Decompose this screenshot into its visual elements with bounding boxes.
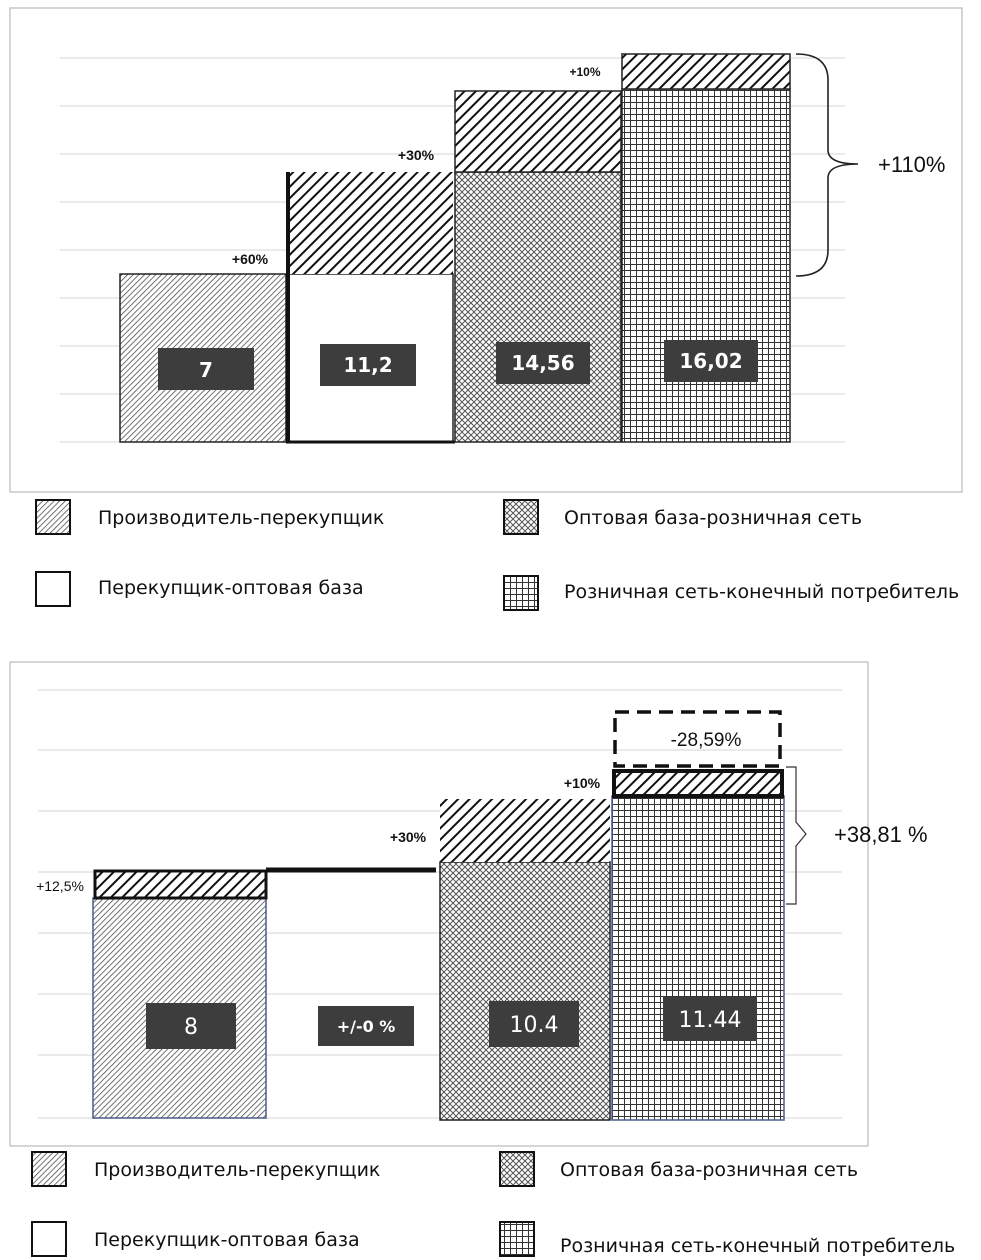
chart-2-bar-3-base <box>439 861 611 1121</box>
chart-2-legend-label-2: Оптовая база-розничная сеть <box>560 1159 858 1181</box>
chart-1-legend-label-4: Розничная сеть-конечный потребитель <box>564 581 959 603</box>
chart-1-legend-swatch-1 <box>35 499 71 535</box>
chart-2-value-text-3: 10.4 <box>510 1013 559 1038</box>
chart-1-legend-swatch-3 <box>35 571 71 607</box>
chart-1-total-markup: +110% <box>878 152 945 177</box>
chart-1-bar-4-base <box>621 88 791 443</box>
chart-1-legend-swatch-4 <box>503 575 539 611</box>
chart-1-value-label-2: 11,2 <box>320 344 416 386</box>
chart-1-markup-label-3: +10% <box>569 65 600 79</box>
chart-2-value-text-2: +/-0 % <box>337 1017 396 1036</box>
chart-2-reduction-label: -28,59% <box>671 730 742 751</box>
chart-2-markup-label-2: +30% <box>390 829 427 845</box>
chart-2-bar-4-base <box>611 795 785 1121</box>
chart-1-total-brace <box>795 53 859 277</box>
chart-2-bar-3-markup <box>440 799 610 862</box>
chart-1: 7 11,2 14,56 16,02 +60% +30% +10% +110% <box>9 7 963 493</box>
chart-1-markup-label-1: +60% <box>232 251 269 267</box>
chart-2-bar-1-markup <box>93 869 268 900</box>
chart-1-value-text-4: 16,02 <box>679 349 742 373</box>
chart-2-total-brace <box>786 766 807 905</box>
chart-1-legend-swatch-2 <box>503 499 539 535</box>
chart-2-value-text-1: 8 <box>184 1015 198 1040</box>
chart-1-value-text-1: 7 <box>199 358 213 382</box>
chart-2-markup-label-3: +10% <box>564 775 601 791</box>
chart-1-value-label-3: 14,56 <box>496 342 590 384</box>
chart-1-value-label-1: 7 <box>158 348 254 390</box>
chart-1-value-text-3: 14,56 <box>511 351 574 375</box>
chart-1-legend-label-3: Перекупщик-оптовая база <box>98 577 364 599</box>
chart-1-bar-4-markup <box>621 53 791 90</box>
chart-2: -28,59% 8 +/-0 % 10.4 11.44 +12,5% +30% … <box>9 661 928 1147</box>
chart-1-bar-2-markup <box>289 172 453 274</box>
chart-2-legend-label-3: Перекупщик-оптовая база <box>94 1229 360 1251</box>
chart-2-value-text-4: 11.44 <box>679 1008 742 1033</box>
chart-1-legend-label-1: Производитель-перекупщик <box>98 507 384 529</box>
chart-1-value-text-2: 11,2 <box>343 353 392 377</box>
chart-2-value-label-2: +/-0 % <box>318 1006 414 1046</box>
chart-2-legend-label-4: Розничная сеть-конечный потребитель <box>560 1235 955 1257</box>
chart-1-bar-3-markup <box>454 90 622 173</box>
chart-1-legend: Производитель-перекупщик Оптовая база-ро… <box>35 499 959 611</box>
chart-2-total-markup: +38,81 % <box>834 822 928 847</box>
chart-2-legend-swatch-1 <box>31 1151 67 1187</box>
chart-2-legend-label-1: Производитель-перекупщик <box>94 1159 380 1181</box>
chart-2-value-label-3: 10.4 <box>489 1001 579 1047</box>
chart-1-legend-label-2: Оптовая база-розничная сеть <box>564 507 862 529</box>
chart-2-legend-swatch-2 <box>499 1151 535 1187</box>
chart-2-value-label-4: 11.44 <box>663 997 757 1041</box>
chart-2-markup-label-1: +12,5% <box>36 878 84 894</box>
chart-1-markup-label-2: +30% <box>398 147 435 163</box>
chart-2-frame <box>9 661 869 1147</box>
chart-1-frame <box>9 7 963 493</box>
chart-2-value-label-1: 8 <box>146 1003 236 1049</box>
chart-2-legend: Производитель-перекупщик Оптовая база-ро… <box>31 1151 955 1257</box>
chart-1-value-label-4: 16,02 <box>664 340 758 382</box>
chart-2-legend-swatch-4 <box>499 1221 535 1257</box>
chart-2-bar-4-markup <box>612 769 784 798</box>
chart-2-legend-swatch-3 <box>31 1221 67 1257</box>
chart-1-bar-3-base <box>454 171 622 443</box>
